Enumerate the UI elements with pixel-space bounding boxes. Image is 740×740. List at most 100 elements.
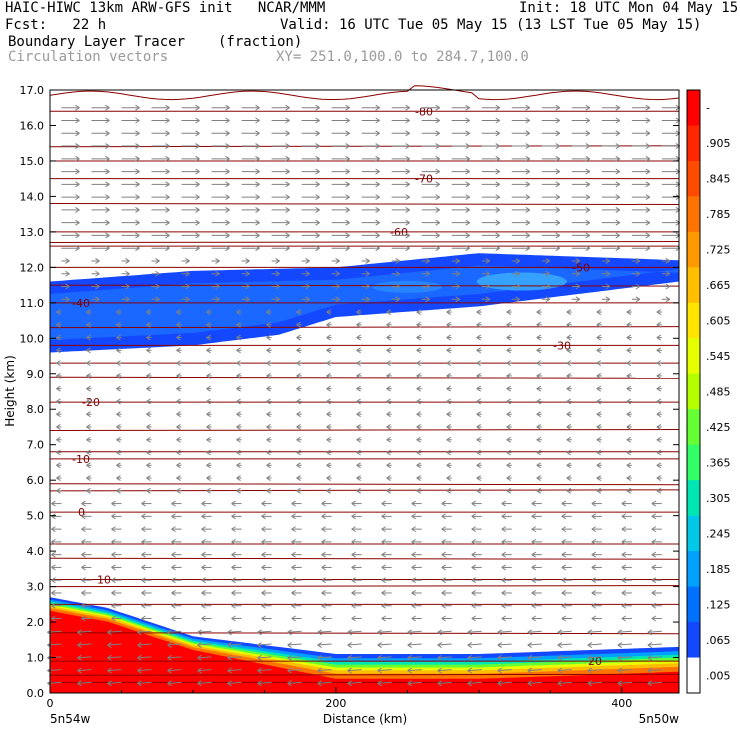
vector-arrowhead — [51, 551, 56, 558]
vector-arrow — [647, 669, 662, 672]
vector-arrowhead — [441, 615, 446, 622]
vector-arrowhead — [467, 667, 472, 674]
vector-arrowhead — [146, 436, 151, 443]
vector-arrowhead — [566, 462, 572, 469]
vector-arrowhead — [291, 590, 296, 596]
vector-arrow — [437, 656, 452, 659]
vector-arrowhead — [501, 577, 507, 584]
vector-arrowhead — [227, 642, 232, 648]
vector-arrowhead — [236, 334, 241, 341]
vector-arrowhead — [345, 143, 350, 149]
vector-arrowhead — [416, 449, 421, 456]
vector-arrowhead — [171, 615, 176, 622]
vector-arrowhead — [141, 615, 146, 622]
vector-arrowhead — [506, 462, 512, 469]
vector-arrowhead — [566, 347, 572, 354]
contour-label: -50 — [572, 261, 590, 274]
vector-arrowhead — [201, 526, 206, 533]
vector-arrowhead — [176, 487, 181, 494]
vector-arrowhead — [377, 642, 382, 648]
vector-arrowhead — [416, 334, 421, 341]
vector-arrow — [497, 656, 512, 659]
vector-arrowhead — [656, 321, 662, 328]
vector-arrowhead — [626, 436, 632, 443]
vector-arrowhead — [656, 347, 662, 354]
vector-arrowhead — [176, 372, 181, 379]
vector-arrowhead — [476, 334, 481, 341]
vector-arrowhead — [395, 296, 400, 303]
vector-arrowhead — [275, 270, 280, 277]
vector-arrowhead — [266, 475, 271, 481]
vector-arrowhead — [266, 436, 271, 443]
vector-arrowhead — [441, 551, 446, 558]
vector-arrowhead — [536, 334, 542, 341]
vector-arrowhead — [596, 398, 602, 405]
contour-label: 20 — [588, 655, 602, 668]
vector-arrowhead — [587, 667, 593, 674]
vector-arrowhead — [77, 667, 82, 674]
vector-arrowhead — [566, 385, 572, 392]
vector-arrowhead — [225, 104, 230, 111]
vector-arrowhead — [315, 206, 320, 213]
vector-arrowhead — [515, 258, 521, 264]
vector-arrowhead — [75, 181, 80, 188]
vector-arrowhead — [116, 475, 121, 481]
vector-arrowhead — [555, 117, 561, 124]
vector-arrowhead — [525, 181, 531, 188]
vector-arrowhead — [405, 219, 410, 226]
vector-arrowhead — [165, 206, 170, 213]
vector-arrowhead — [201, 551, 206, 558]
vector-arrow — [227, 669, 242, 672]
vector-arrowhead — [197, 629, 202, 636]
vector-arrowhead — [225, 155, 230, 162]
vector-arrowhead — [626, 385, 632, 392]
vector-arrowhead — [65, 258, 70, 264]
vector-arrow — [167, 669, 182, 672]
vector-arrowhead — [51, 602, 56, 609]
vector-arrowhead — [416, 309, 421, 315]
upper-tracer-inner — [372, 280, 443, 293]
vector-arrowhead — [375, 245, 380, 252]
vector-arrowhead — [51, 615, 56, 622]
vector-arrowhead — [377, 680, 382, 687]
vector-arrowhead — [236, 475, 241, 481]
vector-arrowhead — [626, 462, 632, 469]
vector-arrowhead — [525, 143, 531, 149]
vector-arrowhead — [656, 411, 662, 418]
x-tick-label: 400 — [611, 697, 632, 710]
vector-arrow — [617, 630, 632, 633]
vector-arrowhead — [225, 206, 230, 213]
y-tick-label: 1.0 — [27, 652, 45, 665]
vector-arrowhead — [495, 206, 500, 213]
colorbar-label: .905 — [706, 137, 731, 150]
vector-arrowhead — [596, 487, 602, 494]
vector-arrowhead — [557, 667, 563, 674]
vector-arrowhead — [585, 232, 591, 239]
vector-arrowhead — [356, 411, 361, 418]
vector-arrowhead — [446, 462, 451, 469]
vector-arrowhead — [95, 283, 100, 290]
vector-arrowhead — [555, 130, 561, 137]
vector-arrowhead — [285, 206, 290, 213]
vector-arrowhead — [465, 117, 470, 124]
vector-arrowhead — [416, 462, 421, 469]
vector-arrowhead — [135, 117, 140, 124]
vector-arrowhead — [135, 245, 140, 252]
vector-arrowhead — [65, 296, 70, 303]
vector-arrowhead — [326, 360, 331, 367]
vector-arrow — [437, 681, 452, 684]
vector-arrowhead — [531, 590, 537, 596]
vector-arrowhead — [621, 577, 627, 584]
vector-arrowhead — [326, 309, 331, 315]
vector-arrowhead — [596, 411, 602, 418]
vector-arrowhead — [195, 245, 200, 252]
vector-arrowhead — [506, 424, 512, 430]
vector-arrowhead — [506, 385, 512, 392]
vector-arrowhead — [527, 629, 533, 636]
x-left-endpoint: 5n54w — [50, 712, 91, 726]
vector-arrowhead — [356, 449, 361, 456]
vector-arrowhead — [345, 181, 350, 188]
vector-arrowhead — [536, 475, 542, 481]
vector-arrowhead — [647, 654, 653, 661]
init-time: Init: 18 UTC Mon 04 May 15 — [519, 0, 739, 16]
